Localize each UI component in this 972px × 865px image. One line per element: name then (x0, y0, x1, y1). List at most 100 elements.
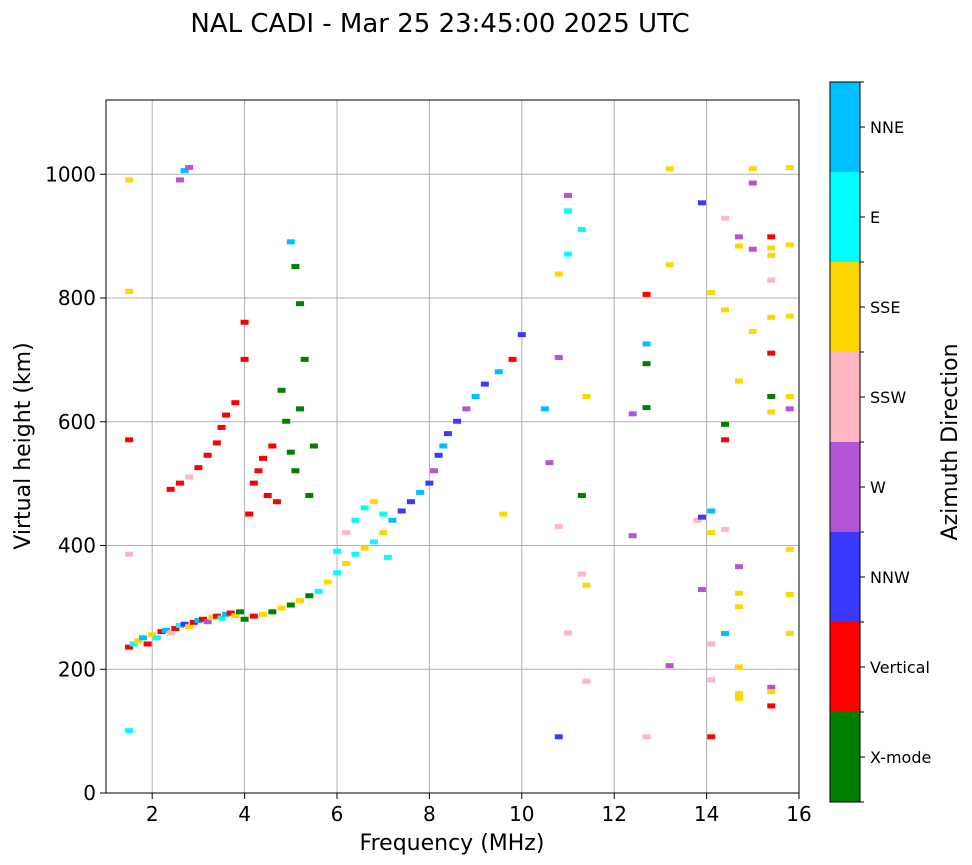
data-point (721, 437, 730, 443)
data-point (235, 609, 244, 615)
data-point (240, 616, 249, 622)
data-point (203, 452, 212, 458)
data-point (379, 511, 388, 517)
data-point (734, 243, 743, 249)
data-point (582, 678, 591, 684)
data-point (734, 590, 743, 596)
data-point (642, 341, 651, 347)
data-point (693, 517, 702, 523)
colorbar-tick-label: NNW (870, 568, 910, 587)
plot-frame (105, 99, 800, 794)
x-tick-label: 4 (238, 802, 251, 826)
data-point (697, 514, 706, 520)
chart-title: NAL CADI - Mar 25 23:45:00 2025 UTC (190, 9, 689, 39)
data-point (721, 527, 730, 533)
colorbar-tick-label: W (870, 478, 886, 497)
data-point (721, 307, 730, 313)
data-point (189, 619, 198, 625)
y-tick-label: 1000 (45, 162, 96, 186)
data-point (785, 394, 794, 399)
data-point (439, 443, 448, 449)
data-point (642, 734, 651, 740)
data-point (291, 468, 300, 474)
data-point (286, 449, 295, 455)
data-point (767, 252, 776, 258)
data-point (734, 564, 743, 570)
data-point (697, 587, 706, 593)
y-tick-label: 600 (58, 410, 96, 434)
data-point (231, 400, 240, 406)
data-point (185, 624, 194, 630)
data-point (767, 703, 776, 709)
data-point (342, 530, 351, 536)
data-point (785, 592, 794, 597)
data-point (734, 378, 743, 384)
data-point (272, 499, 281, 505)
x-tick-label: 8 (423, 802, 436, 826)
data-point (721, 421, 730, 427)
data-point (305, 493, 314, 498)
data-point (166, 486, 175, 492)
data-point (300, 356, 309, 362)
data-point (734, 234, 743, 240)
data-point (785, 546, 794, 552)
data-point (203, 619, 212, 625)
data-point (282, 418, 291, 424)
data-point (162, 627, 171, 633)
colorbar-segment (830, 712, 860, 802)
data-point (194, 617, 203, 623)
data-point (430, 468, 439, 474)
data-point (185, 165, 194, 171)
data-point (767, 277, 776, 283)
colorbar-tick-label: NNE (870, 118, 904, 137)
data-point (143, 641, 152, 647)
data-point (434, 452, 443, 458)
colorbar-tick-label: E (870, 208, 880, 227)
data-point (734, 664, 743, 670)
y-tick-label: 800 (58, 286, 96, 310)
data-point (665, 166, 674, 172)
data-point (406, 499, 415, 505)
data-point (697, 200, 706, 206)
data-point (180, 168, 189, 174)
data-points (125, 165, 794, 740)
data-point (767, 234, 776, 240)
data-point (333, 548, 341, 554)
data-point (129, 641, 138, 647)
data-point (628, 533, 637, 539)
data-point (175, 622, 184, 628)
plot-background (106, 100, 799, 793)
colorbar: X-mode Vertical NNW W SSW SSE E NNE (829, 81, 931, 803)
data-point (212, 613, 221, 619)
data-point (707, 641, 716, 647)
data-point (564, 630, 572, 636)
data-point (342, 561, 351, 567)
data-point (707, 508, 716, 514)
data-point (453, 418, 462, 424)
data-point (425, 480, 434, 486)
data-point (785, 406, 794, 412)
data-point (249, 613, 258, 619)
data-point (785, 313, 794, 319)
data-point (125, 288, 134, 294)
colorbar-segment (830, 532, 860, 622)
data-point (545, 460, 554, 466)
data-point (508, 356, 517, 362)
data-point (333, 570, 341, 576)
data-point (785, 630, 794, 636)
data-point (360, 505, 369, 511)
data-point (157, 629, 166, 635)
data-point (240, 319, 249, 325)
data-point (707, 677, 716, 683)
x-tick-label: 6 (331, 802, 344, 826)
data-point (767, 245, 776, 251)
data-point (125, 177, 134, 183)
data-point (785, 242, 794, 248)
data-point (767, 689, 776, 695)
data-point (309, 443, 318, 449)
data-point (180, 621, 189, 627)
data-point (134, 638, 143, 644)
data-point (554, 523, 563, 529)
data-point (231, 613, 240, 619)
x-tick-label: 10 (509, 802, 534, 826)
